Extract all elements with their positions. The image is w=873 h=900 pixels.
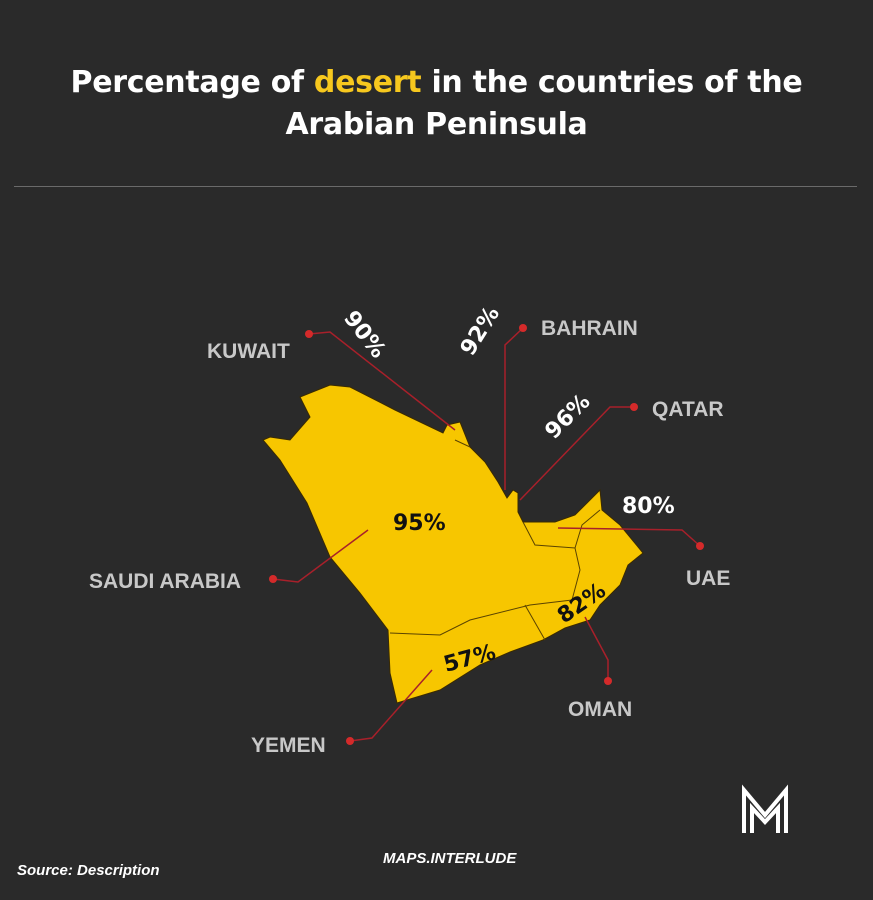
label-yemen: YEMEN xyxy=(251,734,326,757)
source-note: Source: Description xyxy=(17,862,160,879)
divider xyxy=(14,186,857,187)
label-uae: UAE xyxy=(686,567,730,590)
leader-dots xyxy=(269,324,704,745)
label-kuwait: KUWAIT xyxy=(207,340,290,363)
brand-logo xyxy=(742,784,788,833)
label-oman: OMAN xyxy=(568,698,632,721)
borders xyxy=(389,439,601,641)
page-title: Percentage of desert in the countries of… xyxy=(0,62,873,146)
title-text: Percentage of xyxy=(70,65,314,100)
title-line2: Arabian Peninsula xyxy=(285,107,588,142)
percent-saudi-arabia: 95% xyxy=(393,511,446,536)
label-bahrain: BAHRAIN xyxy=(541,317,638,340)
title-text: in the countries of the xyxy=(421,65,803,100)
label-qatar: QATAR xyxy=(652,398,724,421)
percent-qatar: 96% xyxy=(541,389,596,444)
label-saudi-arabia: SAUDI ARABIA xyxy=(89,570,241,593)
title-highlight: desert xyxy=(313,65,422,100)
brand-name: MAPS.INTERLUDE xyxy=(383,850,517,867)
percent-uae: 80% xyxy=(622,494,675,519)
percent-bahrain: 92% xyxy=(456,302,505,360)
leader-lines xyxy=(272,327,701,742)
percent-kuwait: 90% xyxy=(338,306,390,363)
